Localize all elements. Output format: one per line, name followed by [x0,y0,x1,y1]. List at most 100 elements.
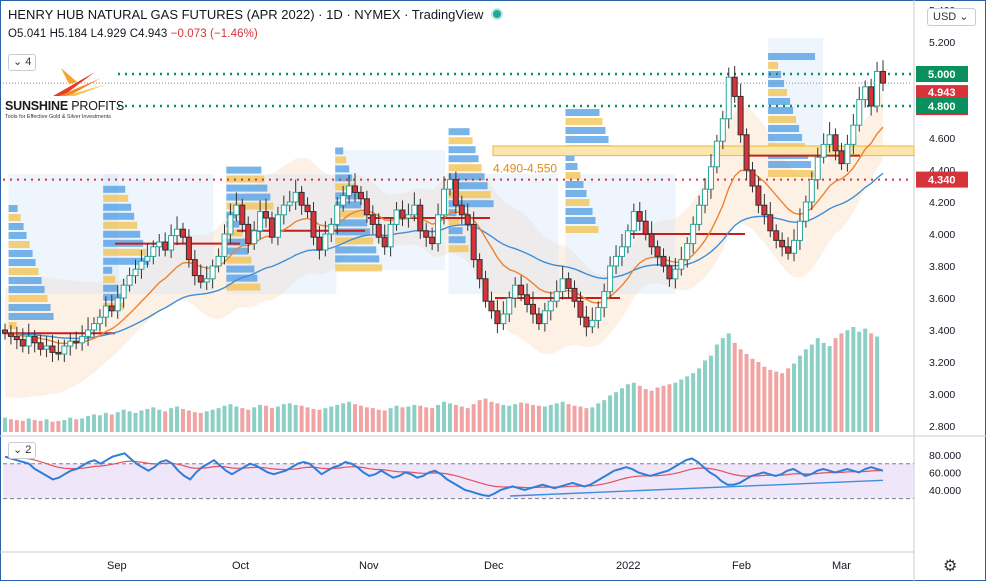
candle-body [435,214,442,245]
currency-selector[interactable]: USD ⌄ [927,8,976,26]
volatility-band [5,90,883,399]
ohlc-open: O5.041 [8,28,47,40]
rsi-indicators-toggle[interactable]: ⌄ 2 [8,442,37,459]
volume-profile-bar [8,232,27,239]
volume-bar [133,412,138,432]
candle-body [185,236,192,261]
candle-body [524,294,531,305]
volume-bar [246,409,251,432]
volume-bar [489,401,494,432]
candle-body [862,86,869,101]
candle-body [286,201,293,206]
volume-bar [56,420,61,432]
candle-body [328,223,335,235]
volume-bar [50,421,55,432]
volume-bar [797,355,802,432]
candle-body [690,223,697,245]
chevron-down-icon: ⌄ [13,56,23,68]
volume-profile-bar [335,183,356,191]
volume-bar [264,405,269,432]
volume-profile-bar [8,205,18,212]
candle-body [215,255,222,267]
candle-body [618,246,625,257]
volume-profile-bar [226,202,274,210]
symbol-title[interactable]: HENRY HUB NATURAL GAS FUTURES (APR 2022)… [8,7,484,22]
candle-body [648,233,655,248]
volume-profile-bar [103,248,147,256]
price-tick-label: 5.200 [929,37,955,49]
volume-profile-bar [8,268,39,275]
rsi-line [4,452,884,498]
volume-profile-bar [335,174,353,182]
volume-profile-bar [226,247,249,255]
price-tick-label: 4.200 [929,197,955,209]
volume-profile-bar [448,146,476,154]
volume-bar [608,395,613,432]
candle-body [346,185,353,197]
candle-body [156,241,163,248]
volume-bar [364,407,369,432]
volume-bar [578,406,583,432]
candle-body [191,259,198,277]
volume-profile-bar [448,236,466,244]
volume-bar [32,420,37,432]
main-indicators-toggle[interactable]: ⌄ 4 [8,54,37,71]
candle-body [25,335,32,347]
volume-bar [744,354,749,432]
volume-profile-bar [226,238,246,246]
volume-bar [180,408,185,432]
candle-body [565,278,572,289]
volume-bar [602,400,607,432]
candle-body [452,179,459,206]
volume-bar [827,346,832,432]
volume-bar [436,404,441,432]
volume-bar [471,404,476,432]
rsi-tick-label: 40.000 [929,485,961,497]
volume-profile-bar [226,166,262,174]
candle-body [636,211,643,222]
volume-bar [91,414,96,432]
candle-body [304,204,311,213]
volume-bar [293,404,298,432]
ema-slow-line [4,172,884,340]
volume-profile-bar [565,136,609,143]
candle-body [251,230,258,245]
volume-bar [750,358,755,432]
volume-bar [163,411,168,432]
volume-bar [536,405,541,432]
candle-body [642,220,649,235]
volume-profile-bar [448,245,469,253]
volume-profile-bar [226,229,243,237]
ohlc-readout: O5.041 H5.184 L4.929 C4.943 −0.073 (−1.4… [8,28,258,40]
sunshine-profits-logo: SUNSHINE PROFITS Tools for Effective Gol… [3,62,124,122]
volume-profile-bar [335,147,344,155]
candle-body [601,291,608,309]
volume-bar [661,385,666,432]
volume-bar [649,390,654,432]
candle-body [713,140,720,168]
volume-profile-bar [8,277,42,284]
volume-profile-bar [226,265,255,273]
candle-body [274,214,281,238]
volume-bar [252,407,257,432]
candle-body [239,204,246,225]
time-tick-label: Dec [484,560,504,572]
volume-bar [3,417,7,432]
price-tick-label: 3.400 [929,325,955,337]
rsi-tick-label: 80.000 [929,450,961,462]
candle-body [577,300,584,318]
candle-body [322,233,329,251]
volume-bar [234,406,239,432]
volume-profile-bar [335,228,371,236]
candle-body [2,329,8,334]
volume-profile-bar [335,264,383,272]
settings-gear-icon[interactable]: ⚙ [943,558,958,575]
volume-bar [311,408,316,432]
candle-body [132,268,139,277]
volume-profile-bar [768,125,800,132]
price-tick-label: 3.800 [929,261,955,273]
last-price-tag: 4.943 [928,87,956,99]
candle-body [518,284,525,296]
volume-bar [103,412,108,432]
